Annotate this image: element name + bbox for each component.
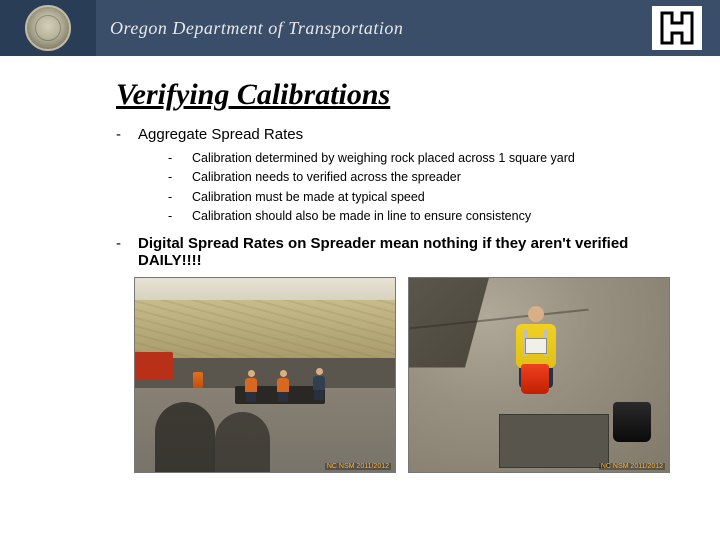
header-bar: Oregon Department of Transportation <box>0 0 720 56</box>
odot-logo-icon <box>652 6 702 50</box>
slide-title: Verifying Calibrations <box>116 78 696 112</box>
field-photo-left: NC NSM 2011/2012 <box>134 277 396 473</box>
bullet-text: Aggregate Spread Rates <box>138 126 303 143</box>
dash-marker-icon: - <box>116 235 126 269</box>
sub-bullet-text: Calibration needs to verified across the… <box>192 168 461 187</box>
header-org-title: Oregon Department of Transportation <box>110 18 403 39</box>
slide-content: Verifying Calibrations - Aggregate Sprea… <box>96 56 720 540</box>
sub-bullet-text: Calibration determined by weighing rock … <box>192 149 575 168</box>
dash-marker-icon: - <box>168 207 176 226</box>
bullet-level2: - Calibration should also be made in lin… <box>168 207 696 226</box>
bullet-text: Digital Spread Rates on Spreader mean no… <box>138 235 696 269</box>
photo-caption: NC NSM 2011/2012 <box>599 463 665 470</box>
bullet-level1: - Aggregate Spread Rates <box>116 126 696 143</box>
seal-container <box>0 0 96 56</box>
sub-bullet-text: Calibration must be made at typical spee… <box>192 188 425 207</box>
state-seal-icon <box>25 5 71 51</box>
photo-caption: NC NSM 2011/2012 <box>325 463 391 470</box>
bullet-level2: - Calibration determined by weighing roc… <box>168 149 696 168</box>
dash-marker-icon: - <box>116 126 126 143</box>
bullet-level2: - Calibration must be made at typical sp… <box>168 188 696 207</box>
dash-marker-icon: - <box>168 168 176 187</box>
sub-bullet-text: Calibration should also be made in line … <box>192 207 531 226</box>
sub-bullet-list: - Calibration determined by weighing roc… <box>168 149 696 227</box>
dash-marker-icon: - <box>168 149 176 168</box>
field-photo-right: NC NSM 2011/2012 <box>408 277 670 473</box>
left-margin-stripe <box>0 56 96 540</box>
photo-row: NC NSM 2011/2012 NC NSM 2011/2012 <box>134 277 696 473</box>
dash-marker-icon: - <box>168 188 176 207</box>
bullet-level2: - Calibration needs to verified across t… <box>168 168 696 187</box>
bullet-level1-emphasis: - Digital Spread Rates on Spreader mean … <box>116 235 696 269</box>
